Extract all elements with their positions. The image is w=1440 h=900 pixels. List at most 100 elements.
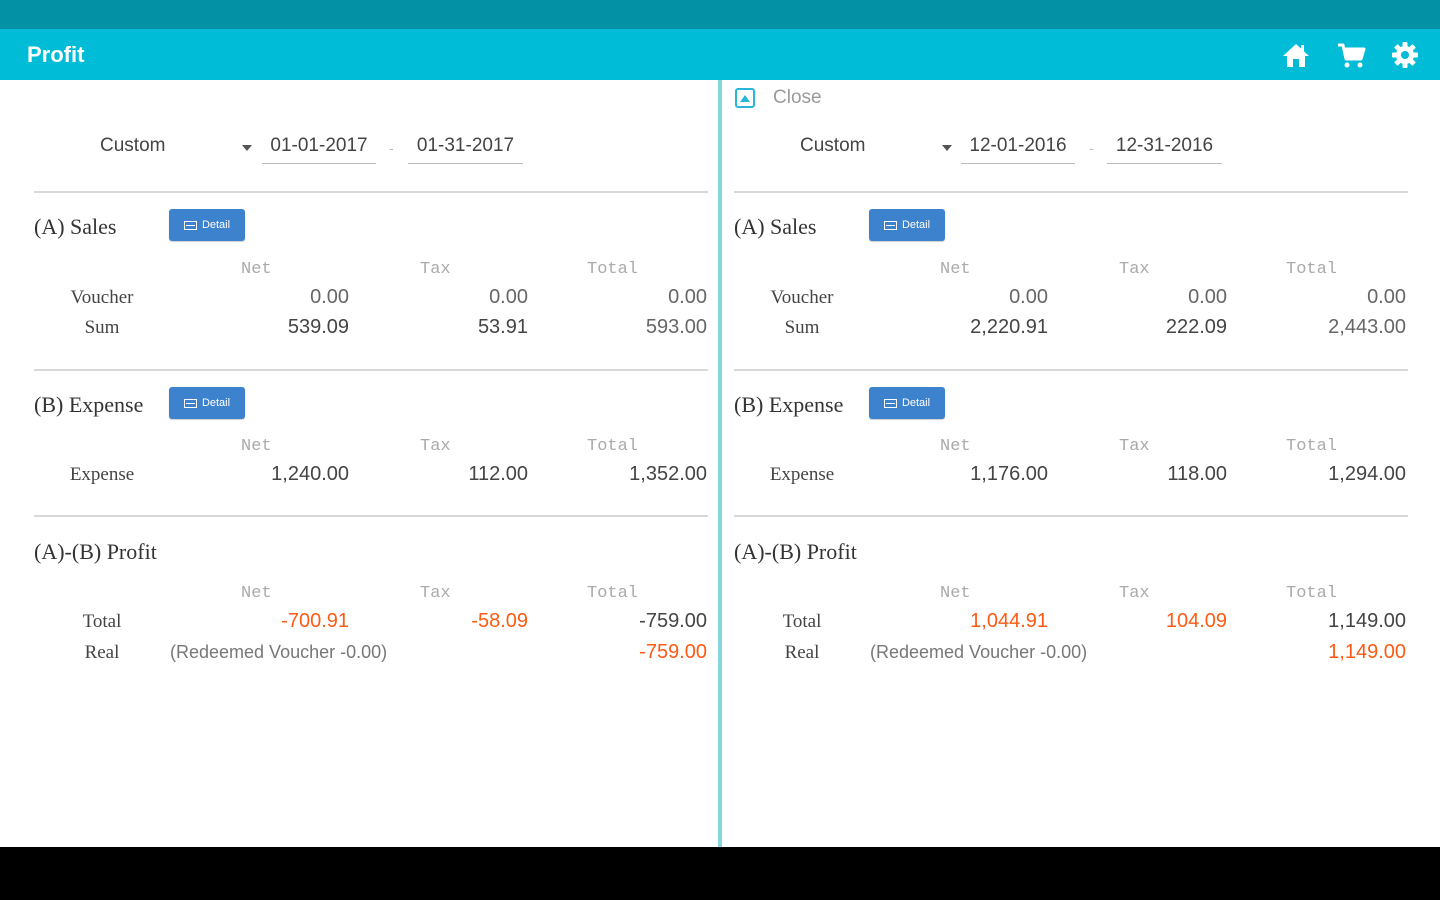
net-header: Net — [940, 584, 971, 603]
real-total: 1,149.00 — [1328, 641, 1406, 663]
app-bar: Profit — [0, 29, 1440, 80]
panel-divider[interactable] — [718, 80, 722, 847]
voucher-label: Voucher — [70, 287, 134, 308]
profit-total-label: Total — [782, 611, 822, 632]
chevron-down-icon — [242, 145, 252, 151]
sum-label: Sum — [84, 317, 120, 338]
expense-total: 1,294.00 — [1328, 463, 1406, 485]
list-icon — [183, 220, 197, 230]
date-separator: - — [1089, 140, 1094, 156]
detail-button-label: Detail — [901, 397, 931, 409]
real-total: -759.00 — [639, 641, 707, 663]
redeemed-voucher-note: (Redeemed Voucher -0.00) — [170, 642, 388, 662]
sum-tax: 53.91 — [477, 316, 528, 338]
collapse-icon — [735, 88, 755, 108]
real-label: Real — [84, 642, 120, 663]
tax-header: Tax — [1119, 260, 1150, 279]
date-to-field[interactable]: 12-31-2016 — [1107, 135, 1222, 164]
sum-net: 539.09 — [287, 316, 349, 338]
home-icon[interactable] — [1281, 40, 1311, 70]
sales-section-title: (A) Sales — [34, 214, 117, 239]
profit-tax: -58.09 — [471, 610, 528, 632]
net-header: Net — [241, 437, 272, 456]
profit-total: -759.00 — [639, 610, 707, 632]
expense-row-label: Expense — [769, 464, 835, 485]
tax-header: Tax — [420, 260, 451, 279]
chevron-down-icon — [942, 145, 952, 151]
detail-button-label: Detail — [201, 397, 231, 409]
total-header: Total — [587, 437, 639, 456]
divider — [34, 369, 708, 371]
profit-tax: 104.09 — [1165, 610, 1227, 632]
divider — [34, 515, 708, 517]
app-title: Profit — [27, 42, 85, 67]
list-icon — [183, 398, 197, 408]
detail-button-label: Detail — [201, 219, 231, 231]
left-panel: Custom 01-01-2017 - 01-31-2017 (A) Sales… — [0, 80, 708, 847]
net-header: Net — [940, 437, 971, 456]
expense-detail-button[interactable]: Detail — [169, 387, 245, 419]
close-label: Close — [773, 87, 822, 108]
detail-button-label: Detail — [901, 219, 931, 231]
sales-detail-button[interactable]: Detail — [869, 209, 945, 241]
tax-header: Tax — [1119, 437, 1150, 456]
range-select[interactable]: Custom — [100, 135, 256, 163]
sales-detail-button[interactable]: Detail — [169, 209, 245, 241]
close-compare-button[interactable]: Close — [735, 86, 822, 110]
sum-total: 2,443.00 — [1328, 316, 1406, 338]
expense-section-title: (B) Expense — [34, 392, 144, 417]
total-header: Total — [587, 260, 639, 279]
cart-icon[interactable] — [1336, 40, 1366, 70]
voucher-net: 0.00 — [1009, 286, 1048, 308]
expense-row-label: Expense — [69, 464, 135, 485]
list-icon — [883, 398, 897, 408]
sum-tax: 222.09 — [1165, 316, 1227, 338]
date-from-field[interactable]: 12-01-2016 — [961, 135, 1075, 164]
right-panel: Close Custom 12-01-2016 - 12-31-2016 (A)… — [700, 80, 1408, 847]
expense-tax: 112.00 — [468, 463, 528, 485]
sales-section-title: (A) Sales — [734, 214, 817, 239]
date-from-field[interactable]: 01-01-2017 — [262, 135, 376, 164]
expense-total: 1,352.00 — [629, 463, 707, 485]
expense-section-title: (B) Expense — [734, 392, 844, 417]
total-header: Total — [587, 584, 639, 603]
expense-tax: 118.00 — [1167, 463, 1227, 485]
voucher-label: Voucher — [770, 287, 834, 308]
net-header: Net — [940, 260, 971, 279]
real-label: Real — [784, 642, 820, 663]
voucher-total: 0.00 — [1367, 286, 1406, 308]
redeemed-voucher-note: (Redeemed Voucher -0.00) — [870, 642, 1088, 662]
divider — [34, 191, 708, 193]
net-header: Net — [241, 584, 272, 603]
navigation-bar — [0, 847, 1440, 900]
list-icon — [883, 220, 897, 230]
total-header: Total — [1286, 584, 1338, 603]
date-to-field[interactable]: 01-31-2017 — [408, 135, 523, 164]
profit-section-title: (A)-(B) Profit — [734, 539, 857, 564]
profit-net: 1,044.91 — [970, 610, 1048, 632]
status-bar — [0, 0, 1440, 29]
tax-header: Tax — [420, 584, 451, 603]
sum-label: Sum — [784, 317, 820, 338]
tax-header: Tax — [420, 437, 451, 456]
range-select-value: Custom — [100, 135, 166, 156]
sum-total: 593.00 — [645, 316, 707, 338]
profit-net: -700.91 — [281, 610, 349, 632]
gear-icon[interactable] — [1390, 40, 1420, 70]
range-select-value: Custom — [800, 135, 866, 156]
total-header: Total — [1286, 260, 1338, 279]
tax-header: Tax — [1119, 584, 1150, 603]
total-header: Total — [1286, 437, 1338, 456]
voucher-tax: 0.00 — [1188, 286, 1227, 308]
divider — [734, 191, 1408, 193]
profit-total: 1,149.00 — [1328, 610, 1406, 632]
date-separator: - — [389, 140, 394, 156]
net-header: Net — [241, 260, 272, 279]
divider — [734, 369, 1408, 371]
expense-net: 1,240.00 — [271, 463, 349, 485]
voucher-net: 0.00 — [310, 286, 349, 308]
profit-section-title: (A)-(B) Profit — [34, 539, 157, 564]
expense-detail-button[interactable]: Detail — [869, 387, 945, 419]
range-select[interactable]: Custom — [800, 135, 956, 163]
expense-net: 1,176.00 — [970, 463, 1048, 485]
